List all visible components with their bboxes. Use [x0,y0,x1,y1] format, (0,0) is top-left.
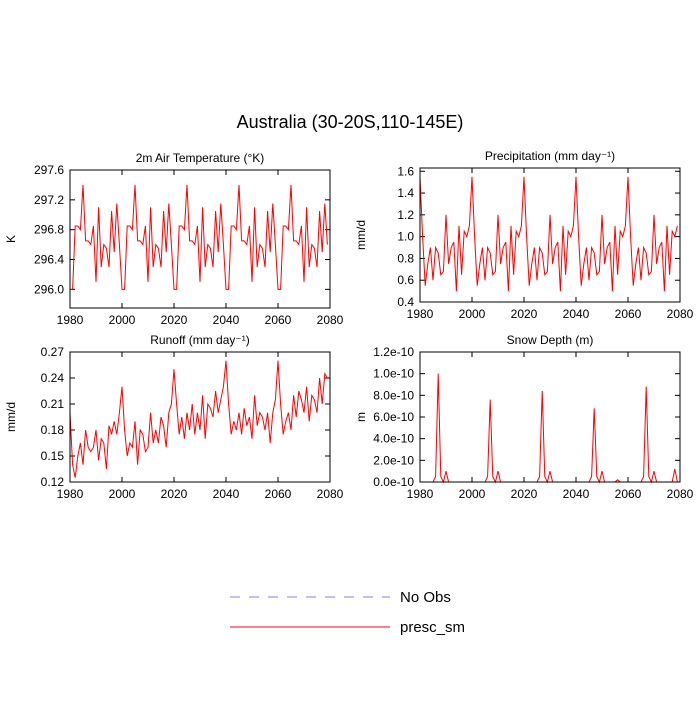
panel-title: 2m Air Temperature (°K) [136,151,265,165]
x-tick-label: 2000 [459,307,486,321]
x-tick-label: 2040 [563,487,590,501]
x-tick-label: 1980 [57,487,84,501]
x-tick-label: 2000 [109,313,136,327]
y-tick-label: 296.0 [34,282,64,296]
y-tick-label: 296.8 [34,223,64,237]
y-tick-label: 0.6 [397,273,414,287]
data-line [419,176,678,292]
y-tick-label: 0.24 [41,371,65,385]
y-tick-label: 2.0e-10 [373,453,414,467]
y-tick-label: 0.21 [41,397,65,411]
x-tick-label: 2060 [265,313,292,327]
y-tick-label: 0.0e-10 [373,475,414,489]
y-tick-label: 8.0e-10 [373,388,414,402]
panel-title: Runoff (mm day⁻¹) [150,333,249,347]
y-tick-label: 1.0e-10 [373,367,414,381]
x-tick-label: 2020 [161,487,188,501]
panel-title: Snow Depth (m) [507,333,594,347]
y-axis-label: K [4,235,18,243]
x-tick-label: 2040 [213,487,240,501]
plot-frame [69,351,331,483]
y-tick-label: 6.0e-10 [373,410,414,424]
y-tick-label: 297.6 [34,163,64,177]
y-tick-label: 0.18 [41,423,65,437]
legend-label: presc_sm [400,619,465,636]
x-tick-label: 2000 [109,487,136,501]
x-tick-label: 2080 [317,313,344,327]
x-tick-label: 2060 [265,487,292,501]
y-axis-label: m [354,412,368,422]
data-line [69,360,328,478]
y-tick-label: 1.4 [397,186,414,200]
x-tick-label: 2060 [615,307,642,321]
y-tick-label: 1.2 [397,208,414,222]
y-tick-label: 0.27 [41,345,65,359]
x-tick-label: 1980 [57,313,84,327]
x-tick-label: 2060 [615,487,642,501]
y-tick-label: 0.15 [41,449,65,463]
y-tick-label: 297.2 [34,193,64,207]
plot-frame [419,351,681,483]
x-tick-label: 2020 [511,307,538,321]
x-tick-label: 2040 [213,313,240,327]
y-tick-label: 1.6 [397,164,414,178]
data-line [70,184,328,290]
plot-frame [419,167,681,303]
y-tick-label: 1.2e-10 [373,345,414,359]
panel-title: Precipitation (mm day⁻¹) [485,149,615,163]
x-tick-label: 2080 [667,487,694,501]
x-tick-label: 1980 [407,487,434,501]
y-axis-label: mm/d [354,220,368,250]
y-tick-label: 0.12 [41,475,65,489]
y-tick-label: 0.8 [397,251,414,265]
x-tick-label: 2000 [459,487,486,501]
x-tick-label: 2040 [563,307,590,321]
y-tick-label: 1.0 [397,230,414,244]
y-axis-label: mm/d [4,402,18,432]
legend-label: No Obs [400,589,451,606]
figure-title: Australia (30-20S,110-145E) [237,112,464,132]
data-line [420,373,678,484]
x-tick-label: 2020 [161,313,188,327]
x-tick-label: 1980 [407,307,434,321]
y-tick-label: 0.4 [397,295,414,309]
x-tick-label: 2020 [511,487,538,501]
x-tick-label: 2080 [317,487,344,501]
y-tick-label: 296.4 [34,253,64,267]
x-tick-label: 2080 [667,307,694,321]
plot-frame [69,169,331,309]
y-tick-label: 4.0e-10 [373,432,414,446]
